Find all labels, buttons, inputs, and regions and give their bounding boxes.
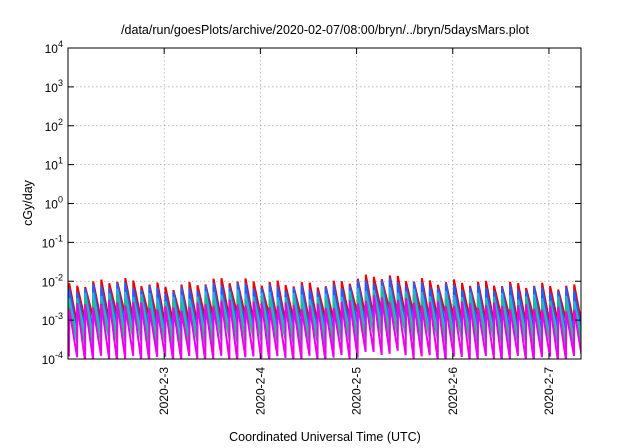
x-tick-label: 2020-2-5 bbox=[350, 367, 364, 415]
y-axis-label: cGy/day bbox=[21, 179, 35, 226]
grid bbox=[68, 48, 581, 359]
x-axis-label: Coordinated Universal Time (UTC) bbox=[229, 430, 421, 444]
y-tick-label: 103 bbox=[45, 78, 63, 95]
x-tick-label: 2020-2-3 bbox=[157, 367, 171, 415]
y-tick-label: 102 bbox=[45, 117, 63, 134]
x-tick-label: 2020-2-4 bbox=[253, 367, 267, 415]
y-tick-label: 10-2 bbox=[42, 272, 63, 289]
y-tick-label: 100 bbox=[45, 195, 63, 212]
chart-title: /data/run/goesPlots/archive/2020-02-07/0… bbox=[121, 23, 529, 37]
series-line bbox=[68, 295, 581, 359]
x-tick-label: 2020-2-6 bbox=[446, 367, 460, 415]
y-tick-label: 10-4 bbox=[42, 350, 63, 367]
y-tick-label: 101 bbox=[45, 156, 63, 173]
series-layer bbox=[68, 274, 581, 359]
y-tick-label: 10-3 bbox=[42, 311, 63, 328]
y-axis: 10-4 10-3 10-2 10-1 100 101 102 103 104 bbox=[42, 39, 581, 367]
y-tick-label: 10-1 bbox=[42, 233, 63, 250]
y-tick-label: 104 bbox=[45, 39, 63, 56]
x-tick-label: 2020-2-7 bbox=[542, 367, 556, 415]
x-axis: 2020-2-3 2020-2-4 2020-2-5 2020-2-6 2020-2-7 bbox=[157, 48, 556, 415]
